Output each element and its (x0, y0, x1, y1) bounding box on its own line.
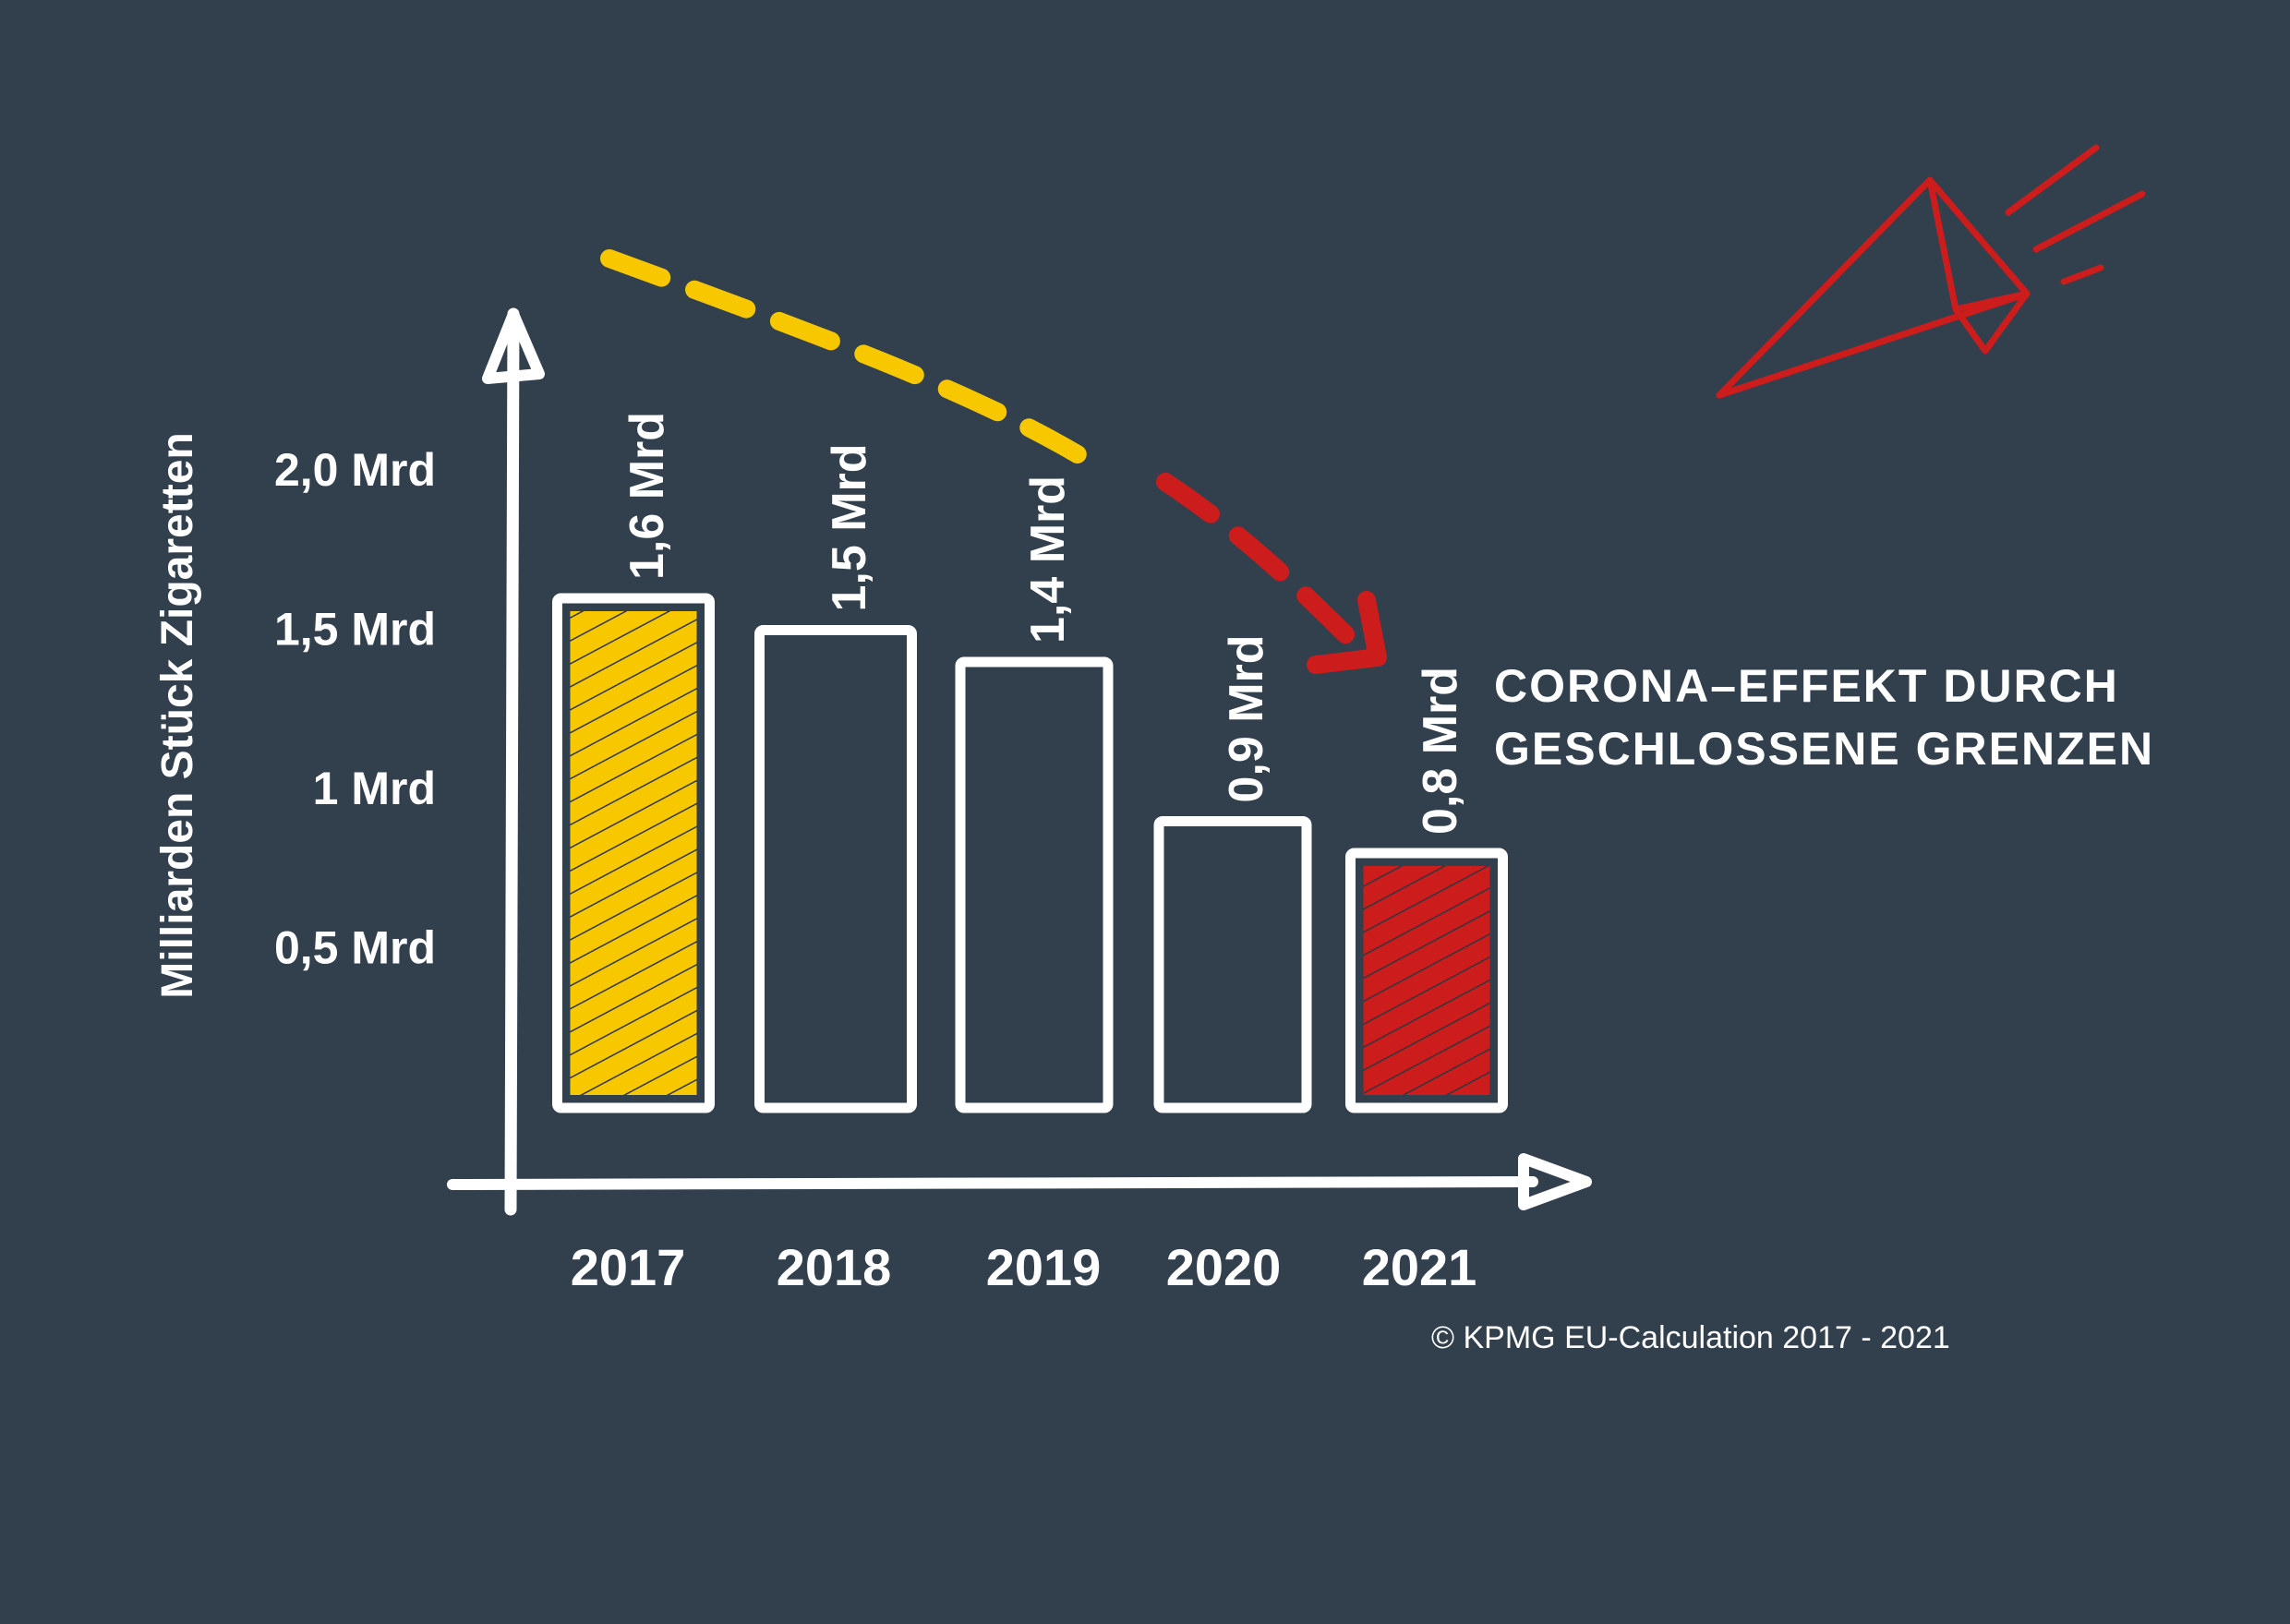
paper-plane-icon (1716, 144, 2146, 399)
bar-outline (955, 656, 1114, 1113)
x-tick-label-2017: 2017 (571, 1238, 686, 1296)
y-tick-label: 1,5 Mrd (274, 604, 436, 656)
x-tick-labels: 2017 2018 2019 2020 2021 (571, 1238, 1477, 1296)
axes (447, 307, 1592, 1216)
trend-arrow (600, 249, 1387, 674)
value-label-2020: 0,9 Mrd (1220, 634, 1273, 802)
x-tick-label-2019: 2019 (986, 1238, 1102, 1296)
annotation-line-1: CORONA–EFFEKT DURCH (1494, 660, 2119, 712)
bar-fill (570, 611, 697, 1095)
x-axis-arrow-icon (1518, 1153, 1592, 1210)
value-labels: 1,6 Mrd 1,5 Mrd 1,4 Mrd 0,9 Mrd 0,8 Mrd (621, 412, 1467, 835)
bar-2018 (754, 625, 917, 1113)
arrow-head-icon (1307, 591, 1387, 674)
bar-outline (1153, 816, 1312, 1113)
y-axis-line (504, 307, 520, 1216)
y-axis-arrow-icon (482, 308, 545, 384)
annotation-line-2: GESCHLOSSENE GRENZEN (1494, 723, 2154, 775)
bar-outline (552, 593, 715, 1113)
trend-line-yellow (600, 249, 1099, 471)
value-label-2018: 1,5 Mrd (823, 443, 876, 611)
x-tick-label-2018: 2018 (777, 1238, 892, 1296)
bar-2020 (1153, 816, 1312, 1113)
bar-outline (754, 625, 917, 1113)
value-label-2017: 1,6 Mrd (621, 412, 674, 580)
bar-outline (1345, 848, 1508, 1113)
value-label-2019: 1,4 Mrd (1021, 475, 1075, 644)
y-tick-label: 1 Mrd (313, 763, 436, 814)
x-tick-label-2020: 2020 (1166, 1238, 1282, 1296)
bar-2021 (1345, 848, 1508, 1113)
y-tick-label: 2,0 Mrd (274, 444, 436, 496)
bar-2019 (955, 656, 1114, 1113)
x-tick-label-2021: 2021 (1362, 1238, 1477, 1296)
x-axis-line (447, 1176, 1538, 1190)
value-label-2021: 0,8 Mrd (1414, 667, 1467, 835)
y-tick-labels: 0,5 Mrd 1 Mrd 1,5 Mrd 2,0 Mrd (274, 444, 436, 974)
y-axis-title: Milliarden Stück Zigaretten (153, 432, 202, 998)
bar-2017 (552, 593, 715, 1113)
source-credit: © KPMG EU-Calculation 2017 - 2021 (1431, 1320, 1950, 1355)
bars (552, 593, 1508, 1113)
trend-line-red (1156, 473, 1367, 656)
bar-fill (1363, 866, 1490, 1095)
y-tick-label: 0,5 Mrd (274, 922, 436, 974)
